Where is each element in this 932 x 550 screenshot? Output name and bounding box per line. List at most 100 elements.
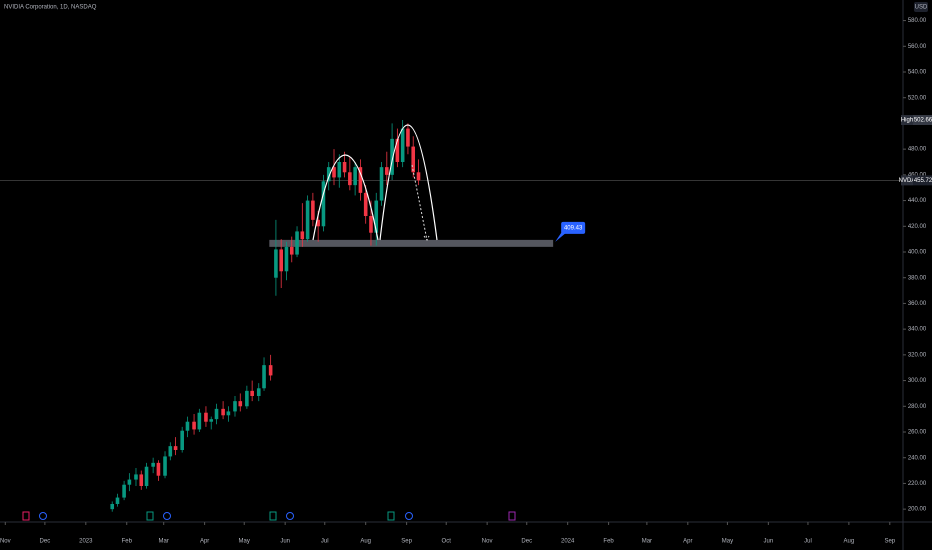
candle-body: [363, 192, 368, 216]
x-tick-label: Nov: [0, 539, 11, 545]
candle-body: [353, 167, 357, 186]
y-tick-label: 480.00: [908, 147, 927, 153]
x-tick-label: Aug: [360, 539, 371, 545]
candle-body: [185, 421, 190, 431]
candle-body: [284, 246, 289, 272]
candle-body: [300, 231, 305, 240]
candle-body: [406, 128, 410, 147]
candle-body: [168, 446, 173, 457]
candle-body: [122, 484, 126, 498]
x-tick-label: Sep: [401, 539, 412, 545]
candle-body: [173, 446, 178, 450]
chart-title: NVIDIA Corporation, 1D, NASDAQ: [4, 5, 97, 11]
candle-body: [332, 167, 336, 178]
candle-body: [139, 474, 144, 486]
x-tick-label: Feb: [122, 539, 133, 545]
x-tick-label: Feb: [603, 539, 614, 545]
x-tick-label: Apr: [683, 539, 692, 545]
candle-body: [369, 216, 373, 233]
candle-body: [233, 401, 237, 412]
y-tick-label: 320.00: [908, 352, 927, 358]
candle-body: [374, 200, 379, 233]
y-tick-label: 360.00: [908, 301, 927, 307]
candle-body: [163, 456, 167, 476]
candle-body: [358, 167, 363, 193]
x-tick-label: Dec: [40, 539, 51, 545]
event[interactable]: [146, 511, 154, 521]
y-tick-label: 340.00: [908, 327, 927, 333]
zone-label: 409.43: [564, 225, 583, 231]
event[interactable]: [22, 511, 30, 521]
price-tag-name: High: [901, 118, 913, 124]
candle-body: [385, 167, 389, 175]
projection-arrow: [411, 164, 430, 241]
y-tick-label: 260.00: [908, 430, 927, 436]
candle-body: [311, 200, 315, 220]
event[interactable]: [163, 512, 171, 520]
x-tick-label: 2024: [561, 539, 575, 545]
x-tick-label: Nov: [482, 539, 493, 545]
x-tick-label: May: [722, 539, 733, 545]
event[interactable]: [405, 512, 413, 520]
plot: 200.00 220.00 240.00 260.00 280.00 300.00 320.…: [0, 18, 927, 545]
event-markers: [22, 511, 516, 521]
candle-body: [379, 167, 384, 201]
candle-body: [245, 390, 249, 407]
y-tick-label: 400.00: [908, 250, 927, 256]
event[interactable]: [286, 512, 294, 520]
y-tick-label: 560.00: [908, 44, 927, 50]
candle-body: [305, 200, 310, 240]
price-tag-name-box: [901, 175, 913, 186]
candle-body: [127, 479, 132, 485]
price-tag-name-box: [901, 115, 913, 126]
x-tick-label: Mar: [159, 539, 169, 545]
cup-drawing: [379, 124, 438, 241]
candle-body: [134, 474, 138, 480]
candle-body: [209, 419, 214, 422]
y-tick-label: 420.00: [908, 224, 927, 230]
x-tick-label: Dec: [521, 539, 532, 545]
price-tag-value: 502.66: [914, 118, 932, 124]
event[interactable]: [387, 511, 395, 521]
candle-body: [115, 497, 120, 504]
y-tick-label: 200.00: [908, 507, 927, 513]
candle-body: [416, 172, 421, 181]
candle-body: [316, 219, 320, 227]
x-tick-label: Mar: [642, 539, 652, 545]
candle-body: [411, 146, 416, 173]
y-tick-label: 240.00: [908, 455, 927, 461]
candle-body: [268, 365, 273, 376]
y-tick-label: 440.00: [908, 198, 927, 204]
currency-button[interactable]: [914, 2, 928, 12]
candle-body: [250, 390, 254, 396]
y-tick-label: 520.00: [908, 95, 927, 101]
candle-body: [180, 430, 184, 450]
y-tick-label: 280.00: [908, 404, 927, 410]
candle-body: [295, 231, 299, 255]
candle-body: [221, 408, 225, 416]
zone-label-box: [561, 221, 586, 234]
candle-body: [192, 421, 196, 430]
y-tick-label: 380.00: [908, 275, 927, 281]
candle-body: [110, 504, 115, 510]
x-tick-label: Jun: [763, 539, 773, 545]
candle-body: [156, 462, 161, 476]
candle-body: [238, 401, 243, 407]
candle-body: [274, 249, 278, 278]
event[interactable]: [508, 511, 516, 521]
candle-body: [395, 138, 400, 162]
x-tick-label: Oct: [442, 539, 452, 545]
support-zone: [269, 239, 554, 247]
candle-body: [337, 162, 342, 178]
candle-body: [342, 162, 347, 173]
event[interactable]: [269, 511, 277, 521]
x-tick-label: Aug: [844, 539, 855, 545]
candle-body: [262, 365, 266, 389]
candle-body: [151, 462, 155, 467]
y-tick-label: 580.00: [908, 18, 927, 24]
cup-drawing: [312, 154, 379, 241]
x-tick-label: Jul: [804, 539, 812, 545]
currency[interactable]: USD: [915, 5, 928, 11]
event[interactable]: [39, 512, 47, 520]
